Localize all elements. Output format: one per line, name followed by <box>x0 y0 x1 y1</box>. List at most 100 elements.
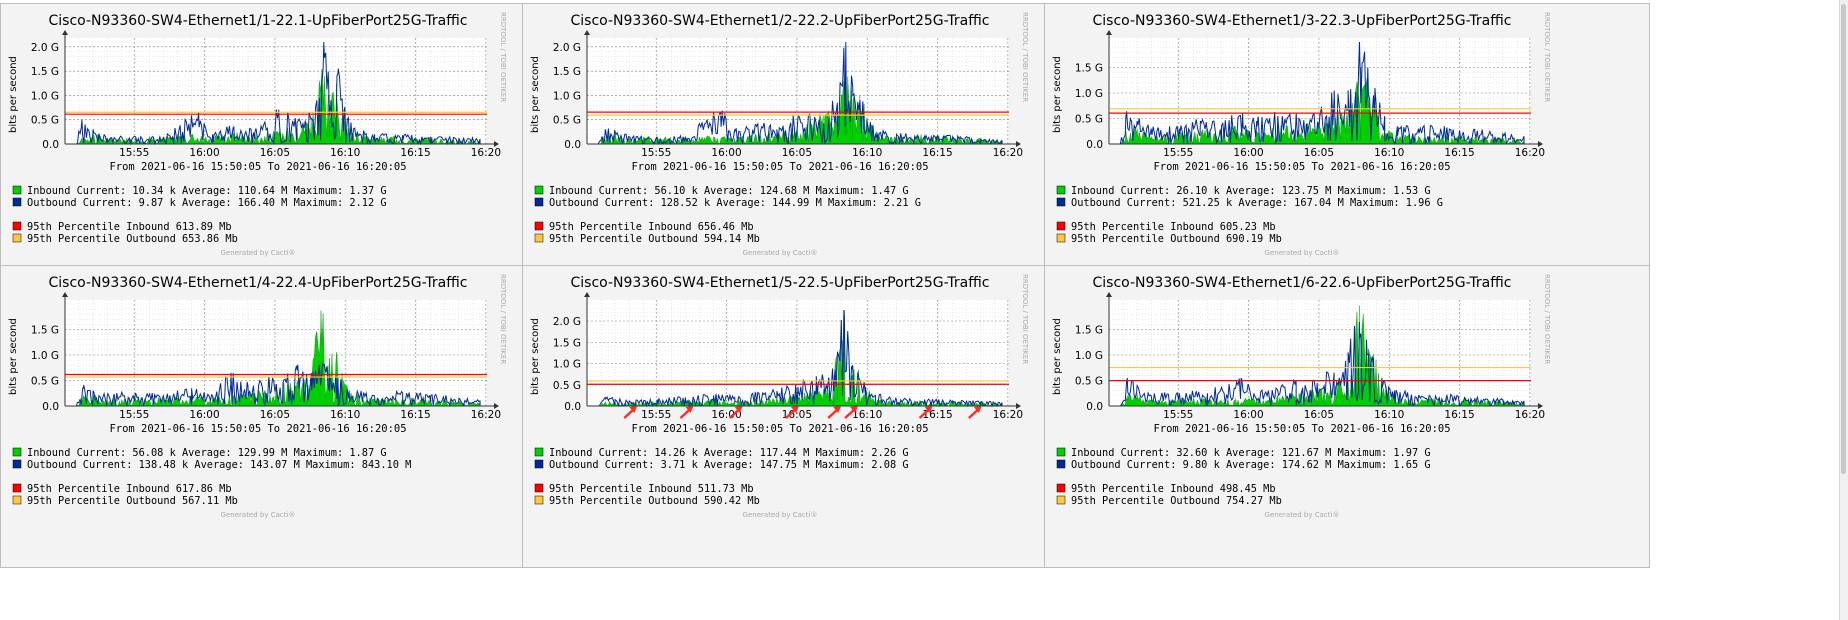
graph-panel[interactable]: Cisco-N93360-SW4-Ethernet1/2-22.2-UpFibe… <box>522 3 1128 306</box>
vertical-scrollbar[interactable] <box>1839 0 1848 620</box>
x-tick-label: 16:15 <box>1444 409 1474 421</box>
p95-outbound-legend: 95th Percentile Outbound 754.27 Mb <box>1071 495 1282 507</box>
inbound-legend: Inbound Current: 10.34 k Average: 110.64… <box>27 185 387 197</box>
plot-area <box>1109 300 1531 406</box>
rrdtool-credit: RRDTOOL / TOBI OETIKER <box>1021 12 1029 102</box>
y-tick-label: 0.0 <box>42 139 59 151</box>
time-range: From 2021-06-16 15:50:05 To 2021-06-16 1… <box>109 161 406 173</box>
y-axis-arrow <box>62 292 68 297</box>
x-tick-label: 16:05 <box>1304 409 1334 421</box>
p95-inbound-swatch <box>534 483 544 493</box>
inbound-legend: Inbound Current: 56.10 k Average: 124.68… <box>549 185 909 197</box>
y-axis-arrow <box>584 292 590 297</box>
p95-inbound-legend: 95th Percentile Inbound 498.45 Mb <box>1071 483 1276 495</box>
graph-panel[interactable]: Cisco-N93360-SW4-Ethernet1/1-22.1-UpFibe… <box>0 3 606 306</box>
x-axis-arrow <box>1538 403 1543 409</box>
scrollbar-thumb[interactable] <box>1841 4 1846 474</box>
p95-inbound-legend: 95th Percentile Inbound 656.46 Mb <box>549 221 754 233</box>
chart-title: Cisco-N93360-SW4-Ethernet1/5-22.5-UpFibe… <box>571 275 990 291</box>
x-axis-arrow <box>494 141 499 147</box>
y-tick-label: 1.5 G <box>1075 63 1103 75</box>
chart-title: Cisco-N93360-SW4-Ethernet1/3-22.3-UpFibe… <box>1093 13 1512 29</box>
traffic-chart: Cisco-N93360-SW4-Ethernet1/2-22.2-UpFibe… <box>530 12 1029 257</box>
graph-panel[interactable]: Cisco-N93360-SW4-Ethernet1/3-22.3-UpFibe… <box>1044 3 1650 306</box>
y-tick-label: 0.5 G <box>553 380 581 392</box>
x-tick-label: 16:05 <box>260 147 290 159</box>
plot-area <box>1109 38 1531 144</box>
x-tick-label: 16:20 <box>993 147 1023 159</box>
y-axis-label: bits per second <box>1052 56 1063 133</box>
graph-panel[interactable]: Cisco-N93360-SW4-Ethernet1/6-22.6-UpFibe… <box>1044 265 1650 568</box>
x-tick-label: 16:00 <box>189 409 219 421</box>
y-tick-label: 0.0 <box>42 401 59 413</box>
chart-title: Cisco-N93360-SW4-Ethernet1/2-22.2-UpFibe… <box>571 13 990 29</box>
generated-by: Generated by Cacti® <box>221 511 296 519</box>
x-tick-label: 15:55 <box>1163 409 1193 421</box>
generated-by: Generated by Cacti® <box>743 249 818 257</box>
time-range: From 2021-06-16 15:50:05 To 2021-06-16 1… <box>1153 423 1450 435</box>
y-tick-label: 1.5 G <box>31 66 59 78</box>
x-tick-label: 15:55 <box>641 409 671 421</box>
x-tick-label: 16:10 <box>852 147 882 159</box>
y-tick-label: 1.5 G <box>1075 325 1103 337</box>
y-tick-label: 1.0 G <box>553 359 581 371</box>
y-tick-label: 1.0 G <box>31 90 59 102</box>
annotation-arrow <box>679 406 694 419</box>
time-range: From 2021-06-16 15:50:05 To 2021-06-16 1… <box>631 161 928 173</box>
outbound-line <box>1119 41 1528 145</box>
y-tick-label: 0.0 <box>1086 139 1103 151</box>
y-tick-label: 1.0 G <box>1075 350 1103 362</box>
y-tick-label: 0.5 G <box>31 376 59 388</box>
rrdtool-credit: RRDTOOL / TOBI OETIKER <box>499 274 507 364</box>
graph-panel[interactable]: Cisco-N93360-SW4-Ethernet1/4-22.4-UpFibe… <box>0 265 606 568</box>
y-tick-label: 0.5 G <box>553 115 581 127</box>
x-tick-label: 16:20 <box>1515 409 1545 421</box>
y-axis-label: bits per second <box>8 318 19 395</box>
inbound-swatch <box>534 185 544 195</box>
x-tick-label: 16:15 <box>400 147 430 159</box>
x-tick-label: 16:15 <box>400 409 430 421</box>
inbound-legend: Inbound Current: 32.60 k Average: 121.67… <box>1071 447 1431 459</box>
x-tick-label: 16:10 <box>852 409 882 421</box>
p95-outbound-legend: 95th Percentile Outbound 567.11 Mb <box>27 495 238 507</box>
x-tick-label: 16:15 <box>922 147 952 159</box>
x-axis-arrow <box>1016 403 1021 409</box>
chart-title: Cisco-N93360-SW4-Ethernet1/4-22.4-UpFibe… <box>49 275 468 291</box>
traffic-chart: Cisco-N93360-SW4-Ethernet1/3-22.3-UpFibe… <box>1052 12 1551 257</box>
chart-title: Cisco-N93360-SW4-Ethernet1/1-22.1-UpFibe… <box>49 13 468 29</box>
y-axis-label: bits per second <box>530 318 541 395</box>
p95-outbound-swatch <box>12 233 22 243</box>
outbound-swatch <box>1056 197 1066 207</box>
inbound-legend: Inbound Current: 26.10 k Average: 123.75… <box>1071 185 1431 197</box>
x-tick-label: 16:20 <box>471 409 501 421</box>
annotation-arrow <box>968 406 982 419</box>
traffic-chart: Cisco-N93360-SW4-Ethernet1/6-22.6-UpFibe… <box>1052 274 1551 519</box>
graph-panel[interactable]: Cisco-N93360-SW4-Ethernet1/5-22.5-UpFibe… <box>522 265 1128 568</box>
outbound-legend: Outbound Current: 9.87 k Average: 166.40… <box>27 197 387 209</box>
y-axis-arrow <box>1106 292 1112 297</box>
p95-outbound-legend: 95th Percentile Outbound 590.42 Mb <box>549 495 760 507</box>
y-tick-label: 0.5 G <box>1075 114 1103 126</box>
x-tick-label: 16:10 <box>1374 147 1404 159</box>
p95-inbound-swatch <box>12 483 22 493</box>
y-tick-label: 1.5 G <box>553 66 581 78</box>
outbound-swatch <box>534 197 544 207</box>
outbound-legend: Outbound Current: 3.71 k Average: 147.75… <box>549 459 909 471</box>
x-tick-label: 15:55 <box>119 147 149 159</box>
generated-by: Generated by Cacti® <box>1265 249 1340 257</box>
x-axis-arrow <box>1538 141 1543 147</box>
traffic-chart: Cisco-N93360-SW4-Ethernet1/1-22.1-UpFibe… <box>8 12 507 257</box>
y-axis-arrow <box>62 30 68 35</box>
y-tick-label: 2.0 G <box>553 316 581 328</box>
x-tick-label: 16:05 <box>1304 147 1334 159</box>
p95-inbound-legend: 95th Percentile Inbound 511.73 Mb <box>549 483 754 495</box>
y-tick-label: 0.0 <box>564 401 581 413</box>
annotation-arrow <box>827 406 842 419</box>
p95-inbound-legend: 95th Percentile Inbound 605.23 Mb <box>1071 221 1276 233</box>
y-tick-label: 1.0 G <box>553 90 581 102</box>
time-range: From 2021-06-16 15:50:05 To 2021-06-16 1… <box>1153 161 1450 173</box>
outbound-line <box>75 363 484 408</box>
annotation-arrow <box>918 406 933 419</box>
plot-area <box>65 38 487 144</box>
annotation-arrow <box>623 406 638 419</box>
